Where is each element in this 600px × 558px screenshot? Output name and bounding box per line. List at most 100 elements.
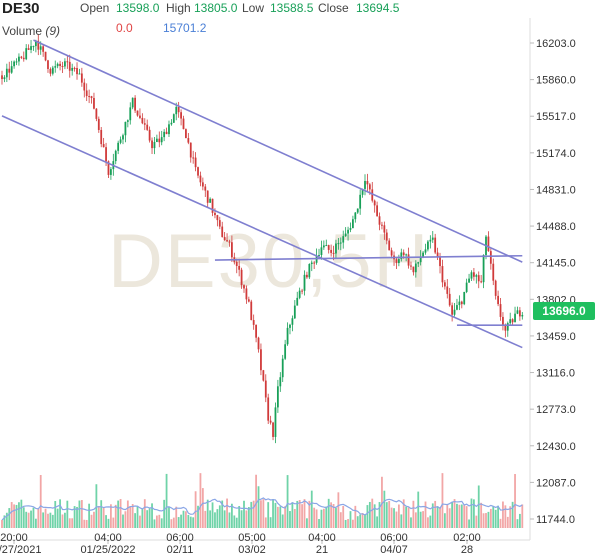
candle-body <box>352 219 354 229</box>
volume-bar <box>458 504 461 528</box>
candle-body <box>78 73 81 75</box>
volume-bar <box>361 513 364 528</box>
volume-bar <box>97 505 100 528</box>
volume-bar <box>359 514 362 528</box>
volume-bar <box>122 514 124 528</box>
candle-body <box>124 121 127 136</box>
candle-body <box>168 124 170 135</box>
volume-bar <box>129 506 132 528</box>
volume-bar <box>482 513 485 528</box>
x-tick-label-top: 04:00 <box>94 532 122 544</box>
volume-bar <box>260 500 262 528</box>
volume-bar <box>124 511 127 528</box>
volume-bar <box>262 499 265 528</box>
candle-body <box>410 265 412 267</box>
volume-bar <box>492 506 495 528</box>
candle-body <box>134 97 136 111</box>
volume-bar <box>395 511 398 528</box>
high-value: 13805.0 <box>194 1 238 15</box>
volume-bar <box>448 508 451 528</box>
candle-body <box>422 252 424 258</box>
volume-bar <box>30 510 32 528</box>
candle-body <box>218 220 221 227</box>
volume-bar <box>141 509 144 528</box>
candle-body <box>15 61 18 63</box>
candle-body <box>330 249 333 253</box>
volume-bar <box>373 504 376 528</box>
candle-body <box>25 48 28 60</box>
candle-body <box>327 245 330 250</box>
volume-bar <box>66 500 69 528</box>
candle-body <box>117 142 120 151</box>
volume-bar <box>95 484 98 528</box>
volume-value-2: 15701.2 <box>163 21 207 35</box>
volume-bar <box>59 499 61 528</box>
x-tick-label-bottom: 12/27/2021 <box>0 544 42 556</box>
volume-bar <box>143 499 146 528</box>
candles <box>1 33 524 444</box>
candle-body <box>107 161 110 175</box>
candle-body <box>136 110 139 116</box>
volume-bar <box>381 476 383 528</box>
candle-body <box>310 262 313 265</box>
volume-bar <box>279 506 282 528</box>
candle-body <box>395 259 398 264</box>
candle-body <box>32 46 35 48</box>
current-price-badge: 13696.0 <box>533 302 595 320</box>
volume-bar <box>15 504 18 528</box>
candle-body <box>240 269 243 286</box>
candle-body <box>238 265 241 270</box>
candle-body <box>390 250 393 256</box>
volume-bar <box>388 500 391 528</box>
candle-body <box>262 370 265 381</box>
candle-body <box>284 344 287 359</box>
volume-bar <box>180 514 182 528</box>
candle-body <box>301 290 303 292</box>
candle-body <box>27 48 30 50</box>
volume-bar <box>168 506 170 528</box>
candle-body <box>30 46 32 50</box>
volume-bar <box>298 500 301 528</box>
candle-body <box>468 278 470 283</box>
volume-bar <box>214 512 216 528</box>
candle-body <box>368 184 371 190</box>
candle-body <box>8 68 11 73</box>
volume-bar <box>5 512 8 528</box>
volume-bar <box>441 473 444 528</box>
candle-body <box>100 129 103 145</box>
volume-bar <box>194 491 197 528</box>
volume-bar <box>238 506 241 528</box>
candle-body <box>511 319 514 323</box>
x-tick-label-top: 05:00 <box>238 532 266 544</box>
candle-body <box>88 96 91 98</box>
volume-bar <box>473 499 475 528</box>
candle-body <box>197 167 199 176</box>
volume-bar <box>100 500 103 528</box>
volume-bar <box>303 499 306 528</box>
y-tick-label: 14145.0 <box>536 258 576 270</box>
volume-bar <box>320 509 323 528</box>
horizontal-level-line <box>214 254 523 261</box>
volume-bar <box>114 504 117 528</box>
volume-bar <box>228 512 231 528</box>
candle-body <box>272 422 274 437</box>
candle-body <box>419 257 422 263</box>
volume-bar <box>158 514 161 528</box>
candle-body <box>80 73 83 83</box>
candle-body <box>49 68 52 74</box>
candle-body <box>364 180 366 189</box>
candle-body <box>247 299 250 302</box>
volume-bar <box>400 514 403 528</box>
candle-body <box>427 241 429 250</box>
symbol-watermark: DE30,5H <box>108 219 431 304</box>
candle-body <box>223 236 226 241</box>
candle-body <box>451 305 454 315</box>
volume-bar <box>269 517 272 528</box>
candle-body <box>47 60 49 69</box>
candle-body <box>381 224 383 226</box>
candle-body <box>187 138 190 143</box>
candle-body <box>361 188 364 195</box>
candle-body <box>139 115 141 118</box>
volume-bar <box>453 499 456 528</box>
